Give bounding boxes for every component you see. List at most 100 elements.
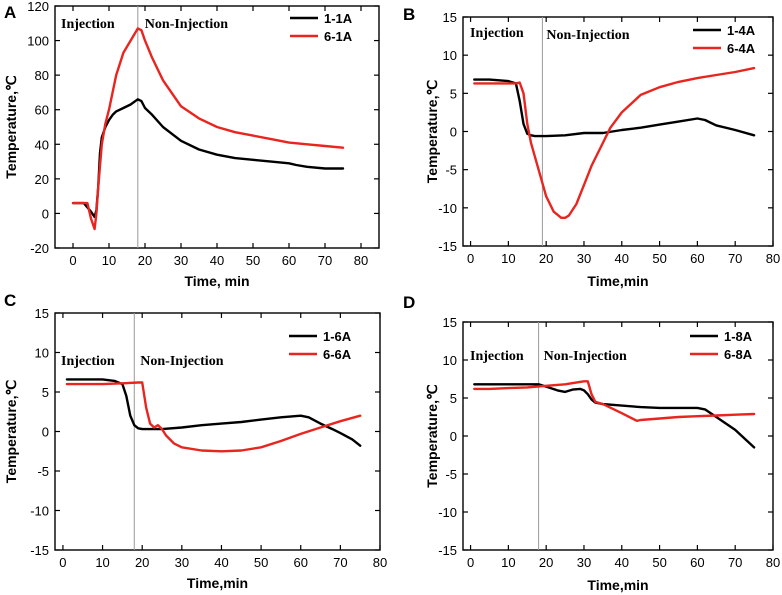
x-tick-label: 60 bbox=[690, 555, 704, 570]
y-tick-label: 15 bbox=[35, 306, 49, 321]
y-axis-title: Temperature,℃ bbox=[424, 384, 440, 488]
panel-letter: B bbox=[403, 5, 415, 24]
x-tick-label: 80 bbox=[766, 555, 780, 570]
y-tick-label: 60 bbox=[35, 103, 49, 118]
series-line-1-1A bbox=[71, 98, 345, 219]
series-line-1-8A bbox=[473, 383, 756, 449]
series-line-1-4A bbox=[473, 78, 756, 138]
x-axis-title: Time, min bbox=[184, 273, 249, 289]
x-tick-label: 80 bbox=[354, 253, 368, 268]
x-axis-title: Time,min bbox=[187, 575, 248, 591]
panel-letter: D bbox=[403, 293, 415, 312]
series-line-1-6A bbox=[65, 378, 362, 447]
y-tick-label: -10 bbox=[30, 504, 49, 519]
x-tick-label: 20 bbox=[138, 253, 152, 268]
non-injection-label: Non-Injection bbox=[145, 17, 228, 32]
y-tick-label: 10 bbox=[443, 353, 457, 368]
y-axis-title: Temperature,℃ bbox=[3, 75, 19, 179]
y-tick-label: 10 bbox=[35, 346, 49, 361]
x-tick-label: 20 bbox=[135, 555, 149, 570]
x-tick-label: 10 bbox=[501, 251, 515, 266]
y-tick-label: 5 bbox=[450, 391, 457, 406]
y-tick-label: 0 bbox=[450, 125, 457, 140]
y-tick-label: 0 bbox=[42, 206, 49, 221]
legend-label: 1-8A bbox=[724, 329, 753, 344]
x-tick-label: 40 bbox=[615, 251, 629, 266]
y-tick-label: 0 bbox=[42, 425, 49, 440]
legend-label: 6-4A bbox=[727, 41, 756, 56]
y-axis-title: Temperature,℃ bbox=[424, 80, 440, 184]
y-tick-label: 80 bbox=[35, 68, 49, 83]
non-injection-label: Non-Injection bbox=[140, 354, 223, 369]
y-tick-label: 5 bbox=[450, 86, 457, 101]
series-line-6-8A bbox=[473, 380, 756, 422]
panel-letter: C bbox=[4, 291, 16, 310]
series-line-6-1A bbox=[71, 27, 345, 231]
panel-a: A 0 10 20 30 40 50 60 70 80 -20 0 20 40 60 80 100 120 Time… bbox=[3, 0, 380, 289]
legend-label: 1-6A bbox=[323, 329, 352, 344]
x-tick-label: 50 bbox=[254, 555, 268, 570]
y-tick-label: -5 bbox=[445, 467, 457, 482]
x-tick-label: 70 bbox=[318, 253, 332, 268]
x-tick-label: 0 bbox=[467, 251, 474, 266]
x-tick-label: 10 bbox=[95, 555, 109, 570]
y-tick-label: 0 bbox=[450, 429, 457, 444]
y-tick-label: 5 bbox=[42, 385, 49, 400]
injection-label: Injection bbox=[61, 354, 115, 369]
x-tick-label: 60 bbox=[690, 251, 704, 266]
x-tick-label: 40 bbox=[214, 555, 228, 570]
x-tick-label: 0 bbox=[467, 555, 474, 570]
x-tick-label: 50 bbox=[652, 555, 666, 570]
series-line-6-4A bbox=[473, 66, 756, 220]
x-tick-label: 10 bbox=[501, 555, 515, 570]
panel-letter: A bbox=[4, 3, 16, 22]
legend-label: 6-8A bbox=[724, 347, 753, 362]
x-tick-label: 70 bbox=[333, 555, 347, 570]
y-tick-label: 120 bbox=[27, 0, 49, 14]
x-tick-label: 70 bbox=[728, 251, 742, 266]
series-line-6-6A bbox=[65, 381, 362, 453]
y-tick-label: -10 bbox=[438, 505, 457, 520]
y-tick-label: -20 bbox=[30, 241, 49, 256]
x-tick-label: 30 bbox=[577, 555, 591, 570]
x-axis-title: Time,min bbox=[587, 273, 648, 289]
x-tick-label: 40 bbox=[615, 555, 629, 570]
legend-label: 6-6A bbox=[323, 347, 352, 362]
panel-b: B 0 10 20 30 40 50 60 70 80 -15 -10 -5 0 5 10 15 Time,min… bbox=[403, 5, 780, 289]
x-tick-label: 50 bbox=[246, 253, 260, 268]
injection-label: Injection bbox=[61, 17, 115, 32]
y-tick-label: 15 bbox=[443, 10, 457, 25]
x-tick-label: 70 bbox=[728, 555, 742, 570]
x-tick-label: 60 bbox=[282, 253, 296, 268]
non-injection-label: Non-Injection bbox=[546, 28, 629, 43]
x-axis-title: Time,min bbox=[587, 577, 648, 593]
x-tick-label: 60 bbox=[293, 555, 307, 570]
panel-d: D 0 10 20 30 40 50 60 70 80 -15 -10 -5 0 5 10 15 Time,min… bbox=[403, 293, 780, 593]
legend-label: 1-1A bbox=[324, 11, 353, 26]
y-tick-label: -5 bbox=[445, 163, 457, 178]
y-tick-label: 15 bbox=[443, 315, 457, 330]
non-injection-label: Non-Injection bbox=[544, 349, 627, 364]
y-axis-title: Temperature,℃ bbox=[3, 380, 19, 484]
x-tick-label: 30 bbox=[577, 251, 591, 266]
legend-label: 1-4A bbox=[727, 23, 756, 38]
x-tick-label: 30 bbox=[175, 555, 189, 570]
y-tick-label: -15 bbox=[30, 543, 49, 558]
x-tick-label: 40 bbox=[210, 253, 224, 268]
y-tick-label: -15 bbox=[438, 239, 457, 254]
x-tick-label: 30 bbox=[174, 253, 188, 268]
x-tick-label: 0 bbox=[59, 555, 66, 570]
x-tick-label: 80 bbox=[766, 251, 780, 266]
injection-label: Injection bbox=[470, 349, 524, 364]
panel-c: C 0 10 20 30 40 50 60 70 80 -15 -10 -5 0 5 10 15 Time,min… bbox=[3, 291, 387, 591]
x-tick-label: 20 bbox=[539, 555, 553, 570]
y-tick-label: 10 bbox=[443, 48, 457, 63]
y-tick-label: 40 bbox=[35, 137, 49, 152]
y-tick-label: -15 bbox=[438, 543, 457, 558]
x-tick-label: 20 bbox=[539, 251, 553, 266]
injection-label: Injection bbox=[470, 26, 524, 41]
x-tick-label: 50 bbox=[652, 251, 666, 266]
y-tick-label: -5 bbox=[37, 464, 49, 479]
x-tick-label: 10 bbox=[102, 253, 116, 268]
x-tick-label: 80 bbox=[373, 555, 387, 570]
